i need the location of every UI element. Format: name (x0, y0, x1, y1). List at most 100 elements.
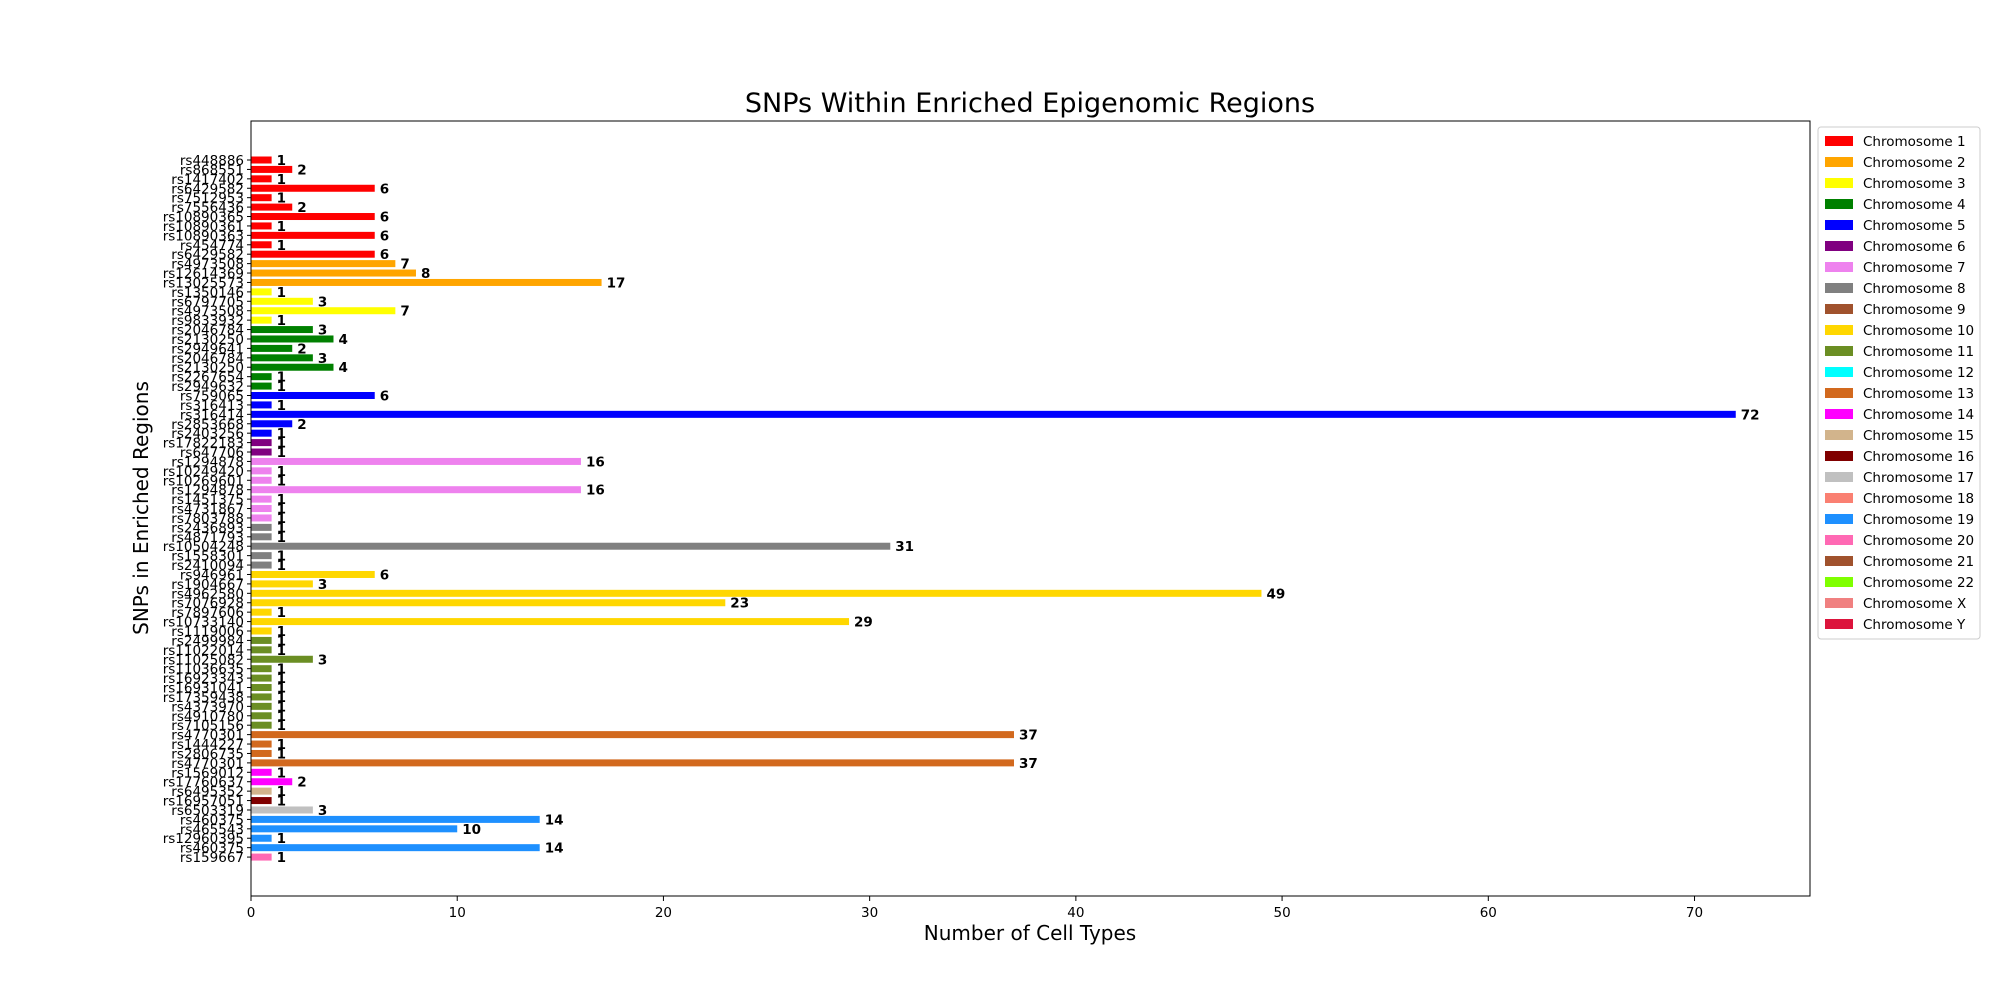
y-tick-label: rs16923343 (163, 671, 244, 687)
y-tick-label: rs16931041 (163, 681, 244, 697)
legend-label: Chromosome 7 (1863, 260, 1966, 276)
y-tick-label: rs460375 (180, 812, 244, 828)
y-tick-label: rs1444227 (171, 737, 244, 753)
bar-value-label: 1 (277, 549, 286, 565)
y-tick-label: rs4973508 (171, 257, 244, 273)
y-tick-label: rs13025573 (163, 275, 244, 291)
bar (251, 222, 272, 230)
bar (251, 278, 602, 286)
bar-value-label: 1 (277, 784, 286, 800)
bar (251, 721, 272, 729)
bar-value-label: 1 (277, 681, 286, 697)
legend-swatch (1825, 451, 1853, 461)
legend-label: Chromosome 16 (1863, 449, 1974, 465)
y-tick-label: rs1294878 (171, 483, 244, 499)
y-tick-label: rs4871793 (171, 530, 244, 546)
y-tick-label: rs159667 (180, 850, 244, 866)
y-tick-label: rs7512953 (171, 191, 244, 207)
bar (251, 297, 313, 305)
bar-value-label: 1 (277, 831, 286, 847)
bar-value-label: 1 (277, 398, 286, 414)
legend-swatch (1825, 262, 1853, 272)
bar-value-label: 3 (318, 803, 327, 819)
legend-swatch (1825, 472, 1853, 482)
legend-label: Chromosome 21 (1863, 554, 1974, 570)
bar (251, 580, 313, 588)
bar (251, 156, 272, 164)
y-tick-label: rs946961 (180, 567, 244, 583)
bar-value-label: 1 (277, 643, 286, 659)
x-tick-label: 70 (1686, 905, 1703, 921)
x-axis: 0 10 20 30 40 50 60 70 (247, 896, 1703, 921)
bar-value-label: 1 (277, 379, 286, 395)
legend-frame (1817, 126, 1981, 640)
x-tick-label: 40 (1067, 905, 1084, 921)
x-tick-label: 20 (655, 905, 672, 921)
bar-value-label: 1 (277, 436, 286, 452)
bar-value-label: 1 (277, 746, 286, 762)
legend-swatch (1825, 346, 1853, 356)
bar (251, 344, 293, 352)
y-tick-label: rs4973508 (171, 304, 244, 320)
y-tick-label: rs7803788 (171, 511, 244, 527)
legend-label: Chromosome 1 (1863, 134, 1966, 150)
x-tick-label: 60 (1480, 905, 1497, 921)
y-tick-label: rs1569012 (171, 765, 244, 781)
bar (251, 429, 272, 437)
legend-label: Chromosome 13 (1863, 386, 1974, 402)
bar (251, 175, 272, 183)
bar (251, 759, 1014, 767)
y-tick-label: rs10504248 (163, 539, 244, 555)
bar (251, 542, 891, 550)
bar (251, 646, 272, 654)
bar (251, 570, 375, 578)
bar-value-label: 3 (318, 577, 327, 593)
bar-value-label: 3 (318, 323, 327, 339)
legend-swatch (1825, 577, 1853, 587)
legend-label: Chromosome 17 (1863, 470, 1974, 486)
bar-value-label: 1 (277, 370, 286, 386)
bar-value-label: 1 (277, 172, 286, 188)
bar-value-label: 6 (380, 210, 389, 226)
bar (251, 749, 272, 757)
y-tick-label: rs2949641 (171, 341, 244, 357)
bar-value-label: 6 (380, 181, 389, 197)
y-tick-label: rs2403256 (171, 426, 244, 442)
bar-value-label: 1 (277, 662, 286, 678)
bar-value-label: 1 (277, 426, 286, 442)
bar-value-label: 1 (277, 473, 286, 489)
bar (251, 561, 272, 569)
bar (251, 486, 581, 494)
bar-value-label: 1 (277, 633, 286, 649)
bar (251, 457, 581, 465)
bar (251, 410, 1736, 418)
y-tick-label: rs7076928 (171, 596, 244, 612)
legend-label: Chromosome 4 (1863, 197, 1966, 213)
bar (251, 523, 272, 531)
bar (251, 382, 272, 390)
bar (251, 316, 272, 324)
y-tick-label: rs2806735 (171, 746, 244, 762)
bar-value-label: 1 (277, 850, 286, 866)
y-tick-label: rs10249420 (163, 464, 244, 480)
bar (251, 373, 272, 381)
y-tick-label: rs465543 (180, 822, 244, 838)
y-tick-label: rs454774 (180, 238, 244, 254)
y-tick-label: rs11036635 (163, 662, 244, 678)
bar (251, 853, 272, 861)
bar-value-label: 6 (380, 389, 389, 405)
legend-label: Chromosome 6 (1863, 239, 1966, 255)
bar-value-label: 23 (730, 596, 749, 612)
bar (251, 778, 293, 786)
y-tick-label: rs11025082 (163, 652, 244, 668)
bar-value-label: 1 (277, 502, 286, 518)
y-tick-label: rs10890363 (163, 228, 244, 244)
legend: Chromosome 1 Chromosome 2 Chromosome 3 Chro… (1817, 126, 1981, 640)
y-tick-label: rs448886 (180, 153, 244, 169)
bar-value-label: 14 (545, 841, 564, 857)
y-tick-label: rs4770301 (171, 756, 244, 772)
bar-value-label: 6 (380, 567, 389, 583)
bar-value-label: 1 (277, 690, 286, 706)
legend-label: Chromosome 19 (1863, 512, 1974, 528)
